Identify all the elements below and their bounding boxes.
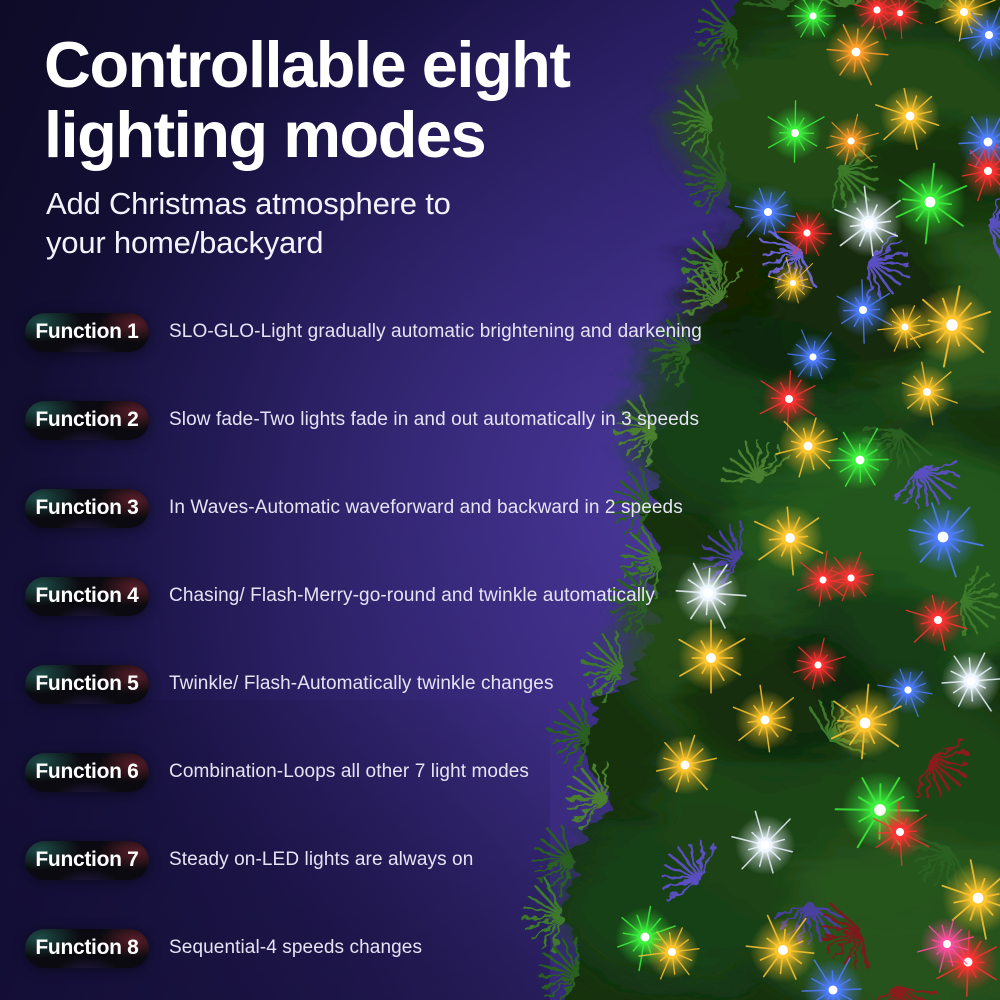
function-badge: Function 6 <box>25 752 149 792</box>
function-badge: Function 3 <box>25 488 149 528</box>
function-description: Combination-Loops all other 7 light mode… <box>169 761 530 782</box>
function-badge: Function 7 <box>25 840 149 880</box>
function-row-8: Function 8 Sequential-4 speeds changes <box>25 904 685 992</box>
function-row-6: Function 6 Combination-Loops all other 7… <box>25 728 685 816</box>
function-description: Sequential-4 speeds changes <box>169 937 423 958</box>
title-line-1: Controllable eight <box>44 28 571 101</box>
function-row-7: Function 7 Steady on-LED lights are alwa… <box>25 816 685 904</box>
function-badge: Function 2 <box>25 400 149 440</box>
function-badge: Function 5 <box>25 664 149 704</box>
function-list: Function 1 SLO-GLO-Light gradually autom… <box>25 288 702 992</box>
function-description: Twinkle/ Flash-Automatically twinkle cha… <box>169 673 554 694</box>
function-row-2: Function 2 Slow fade-Two lights fade in … <box>25 376 699 464</box>
subtitle-line-1: Add Christmas atmosphere to <box>46 186 451 221</box>
function-description: Steady on-LED lights are always on <box>169 849 474 870</box>
function-badge: Function 4 <box>25 576 149 616</box>
subtitle-line-2: your home/backyard <box>46 225 324 261</box>
function-description: In Waves-Automatic waveforward and backw… <box>169 497 683 518</box>
function-row-4: Function 4 Chasing/ Flash-Merry-go-round… <box>25 552 685 640</box>
page-title: Controllable eight lighting modes <box>44 28 571 172</box>
function-description: SLO-GLO-Light gradually automatic bright… <box>169 321 702 342</box>
function-description: Chasing/ Flash-Merry-go-round and twinkl… <box>169 585 655 606</box>
led-lights <box>615 0 1000 1000</box>
page-subtitle: Add Christmas atmosphere to your home/ba… <box>46 184 451 262</box>
function-row-5: Function 5 Twinkle/ Flash-Automatically … <box>25 640 685 728</box>
function-badge: Function 8 <box>25 928 149 968</box>
function-description: Slow fade-Two lights fade in and out aut… <box>169 409 700 430</box>
function-row-1: Function 1 SLO-GLO-Light gradually autom… <box>25 288 702 376</box>
function-badge: Function 1 <box>25 312 149 352</box>
function-row-3: Function 3 In Waves-Automatic waveforwar… <box>25 464 685 552</box>
title-line-2: lighting modes <box>44 98 487 172</box>
